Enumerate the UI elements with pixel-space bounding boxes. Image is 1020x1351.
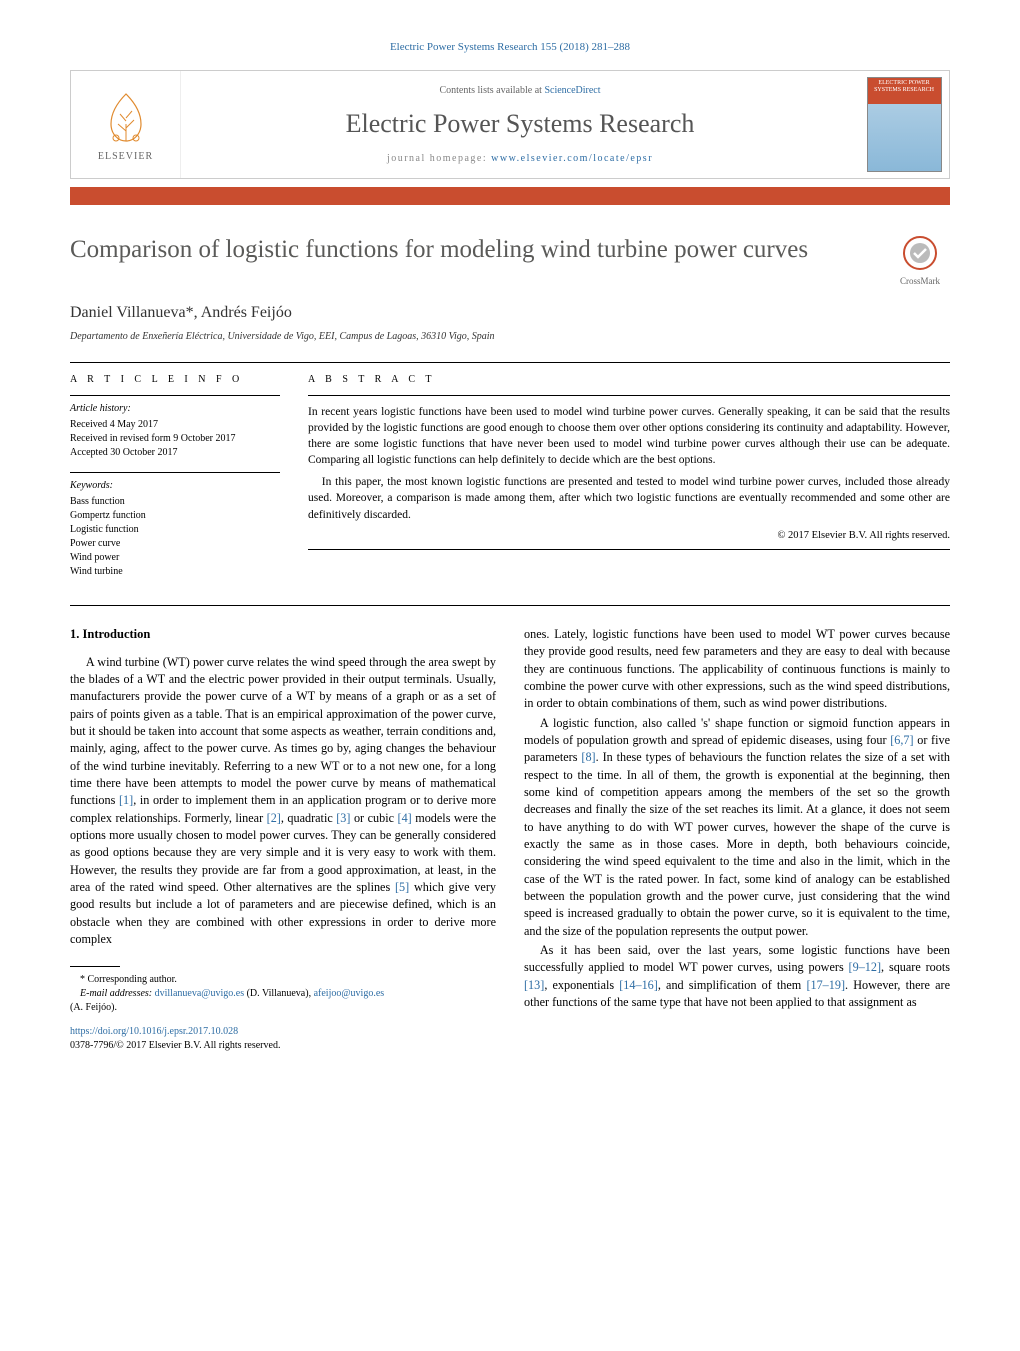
masthead: ELSEVIER Contents lists available at Sci… xyxy=(70,70,950,179)
history-heading: Article history: xyxy=(70,402,280,416)
abstract-column: A B S T R A C T In recent years logistic… xyxy=(308,373,950,591)
citation-link[interactable]: Electric Power Systems Research 155 (201… xyxy=(390,41,630,53)
homepage-line: journal homepage: www.elsevier.com/locat… xyxy=(201,152,839,166)
abstract-para: In recent years logistic functions have … xyxy=(308,404,950,468)
history-block: Article history: Received 4 May 2017 Rec… xyxy=(70,402,280,460)
author-email-link[interactable]: afeijoo@uvigo.es xyxy=(314,988,385,999)
keyword: Gompertz function xyxy=(70,509,280,523)
author-email-who-2: (A. Feijóo). xyxy=(70,1001,496,1015)
abstract-copyright: © 2017 Elsevier B.V. All rights reserved… xyxy=(308,529,950,544)
crossmark-badge[interactable]: CrossMark xyxy=(890,235,950,287)
footnote-separator xyxy=(70,966,120,967)
article-title: Comparison of logistic functions for mod… xyxy=(70,235,870,265)
info-rule xyxy=(70,395,280,396)
authors: Daniel Villanueva*, Andrés Feijóo xyxy=(70,302,950,324)
abstract-rule-bottom xyxy=(308,549,950,550)
cover-band-text: ELECTRIC POWER SYSTEMS RESEARCH xyxy=(868,78,941,104)
keyword: Power curve xyxy=(70,537,280,551)
keywords-heading: Keywords: xyxy=(70,479,280,493)
keyword: Logistic function xyxy=(70,523,280,537)
issn-line: 0378-7796/© 2017 Elsevier B.V. All right… xyxy=(70,1040,280,1051)
info-abstract-row: A R T I C L E I N F O Article history: R… xyxy=(70,363,950,605)
doi-block: https://doi.org/10.1016/j.epsr.2017.10.0… xyxy=(70,1025,496,1053)
info-rule-2 xyxy=(70,472,280,473)
history-line: Received in revised form 9 October 2017 xyxy=(70,432,280,446)
masthead-center: Contents lists available at ScienceDirec… xyxy=(181,71,859,178)
rule-bottom xyxy=(70,605,950,606)
section-heading: 1. Introduction xyxy=(70,626,496,644)
abstract-label: A B S T R A C T xyxy=(308,373,950,387)
homepage-prefix: journal homepage: xyxy=(387,153,491,164)
author-email-who: (D. Villanueva) xyxy=(247,988,309,999)
contents-line: Contents lists available at ScienceDirec… xyxy=(201,84,839,98)
section-title: Introduction xyxy=(83,627,151,641)
body-para: ones. Lately, logistic functions have be… xyxy=(524,626,950,713)
affiliation: Departamento de Enxeñería Eléctrica, Uni… xyxy=(70,330,950,344)
header-citation: Electric Power Systems Research 155 (201… xyxy=(70,40,950,55)
author-email-link[interactable]: dvillanueva@uvigo.es xyxy=(155,988,244,999)
doi-link[interactable]: https://doi.org/10.1016/j.epsr.2017.10.0… xyxy=(70,1026,238,1037)
keywords-block: Keywords: Bass function Gompertz functio… xyxy=(70,479,280,579)
keyword: Bass function xyxy=(70,495,280,509)
history-line: Received 4 May 2017 xyxy=(70,418,280,432)
publisher-label: ELSEVIER xyxy=(98,150,153,164)
article-info-label: A R T I C L E I N F O xyxy=(70,373,280,387)
homepage-link[interactable]: www.elsevier.com/locate/epsr xyxy=(491,153,653,164)
abstract-para: In this paper, the most known logistic f… xyxy=(308,474,950,522)
body-columns: 1. Introduction A wind turbine (WT) powe… xyxy=(70,626,950,1054)
body-para: As it has been said, over the last years… xyxy=(524,942,950,1011)
email-line: E-mail addresses: dvillanueva@uvigo.es (… xyxy=(70,987,496,1001)
title-row: Comparison of logistic functions for mod… xyxy=(70,235,950,287)
footnotes: * Corresponding author. E-mail addresses… xyxy=(70,973,496,1015)
section-number: 1. xyxy=(70,627,79,641)
corresponding-author-note: * Corresponding author. xyxy=(70,973,496,987)
accent-bar xyxy=(70,187,950,205)
email-label: E-mail addresses: xyxy=(80,988,152,999)
left-column: 1. Introduction A wind turbine (WT) powe… xyxy=(70,626,496,1054)
journal-cover-thumb: ELECTRIC POWER SYSTEMS RESEARCH xyxy=(867,77,942,172)
crossmark-icon xyxy=(902,235,938,271)
keyword: Wind power xyxy=(70,551,280,565)
crossmark-label: CrossMark xyxy=(890,275,950,288)
keyword: Wind turbine xyxy=(70,565,280,579)
contents-prefix: Contents lists available at xyxy=(439,85,544,96)
abstract-rule xyxy=(308,395,950,396)
article-info-column: A R T I C L E I N F O Article history: R… xyxy=(70,373,280,591)
publisher-block: ELSEVIER xyxy=(71,71,181,178)
page: Electric Power Systems Research 155 (201… xyxy=(0,0,1020,1104)
journal-name: Electric Power Systems Research xyxy=(201,106,839,142)
elsevier-tree-icon xyxy=(96,86,156,146)
right-column: ones. Lately, logistic functions have be… xyxy=(524,626,950,1054)
sciencedirect-link[interactable]: ScienceDirect xyxy=(544,85,600,96)
history-line: Accepted 30 October 2017 xyxy=(70,446,280,460)
body-para: A logistic function, also called 's' sha… xyxy=(524,715,950,940)
masthead-cover: ELECTRIC POWER SYSTEMS RESEARCH xyxy=(859,71,949,178)
body-para: A wind turbine (WT) power curve relates … xyxy=(70,654,496,949)
